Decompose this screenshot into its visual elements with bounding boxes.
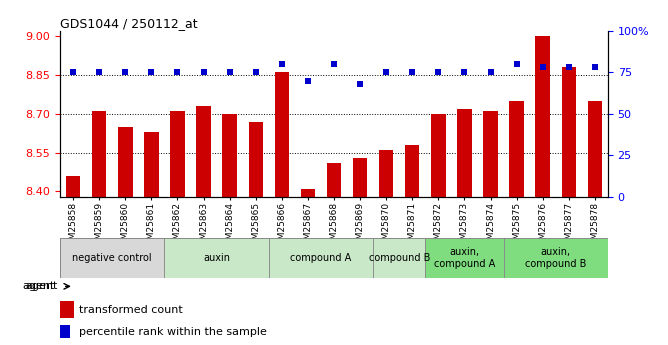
Text: auxin: auxin	[203, 253, 230, 263]
Bar	[562, 67, 576, 197]
Text: GDS1044 / 250112_at: GDS1044 / 250112_at	[60, 17, 198, 30]
Text: compound A: compound A	[291, 253, 351, 263]
Point	[537, 65, 548, 70]
Bar	[536, 36, 550, 197]
Bar	[353, 158, 367, 197]
Bar	[60, 325, 70, 338]
Bar	[118, 127, 132, 197]
Bar	[196, 106, 211, 197]
Point	[94, 70, 105, 75]
Point	[355, 81, 365, 87]
Point	[277, 61, 287, 67]
Bar	[164, 238, 269, 278]
Point	[250, 70, 261, 75]
Bar	[327, 163, 341, 197]
Bar	[457, 109, 472, 197]
Text: percentile rank within the sample: percentile rank within the sample	[79, 327, 267, 337]
Bar	[431, 114, 446, 197]
Bar	[66, 176, 80, 197]
Point	[485, 70, 496, 75]
Bar	[269, 238, 373, 278]
Point	[120, 70, 131, 75]
Text: auxin,
compound B: auxin, compound B	[525, 247, 587, 269]
Bar	[484, 111, 498, 197]
Bar	[504, 238, 608, 278]
Point	[459, 70, 470, 75]
Text: negative control: negative control	[72, 253, 152, 263]
Bar	[301, 189, 315, 197]
Bar	[170, 111, 184, 197]
Bar	[379, 150, 393, 197]
Bar	[222, 114, 237, 197]
Point	[589, 65, 600, 70]
Text: transformed count: transformed count	[79, 305, 183, 315]
Point	[146, 70, 157, 75]
Bar	[60, 238, 164, 278]
Point	[433, 70, 444, 75]
Text: agent: agent	[25, 282, 57, 291]
Text: auxin,
compound A: auxin, compound A	[434, 247, 495, 269]
Point	[563, 65, 574, 70]
Bar	[588, 101, 602, 197]
Text: compound B: compound B	[369, 253, 430, 263]
Bar	[60, 301, 73, 318]
Bar	[426, 238, 504, 278]
Point	[303, 78, 313, 83]
Bar	[275, 72, 289, 197]
Point	[381, 70, 391, 75]
Text: agent: agent	[22, 282, 55, 291]
Point	[511, 61, 522, 67]
Point	[329, 61, 339, 67]
Bar	[405, 145, 420, 197]
Bar	[248, 122, 263, 197]
Point	[224, 70, 235, 75]
Point	[407, 70, 418, 75]
Bar	[373, 238, 426, 278]
Point	[172, 70, 183, 75]
Bar	[510, 101, 524, 197]
Point	[68, 70, 79, 75]
Point	[198, 70, 209, 75]
Bar	[144, 132, 158, 197]
Bar	[92, 111, 106, 197]
